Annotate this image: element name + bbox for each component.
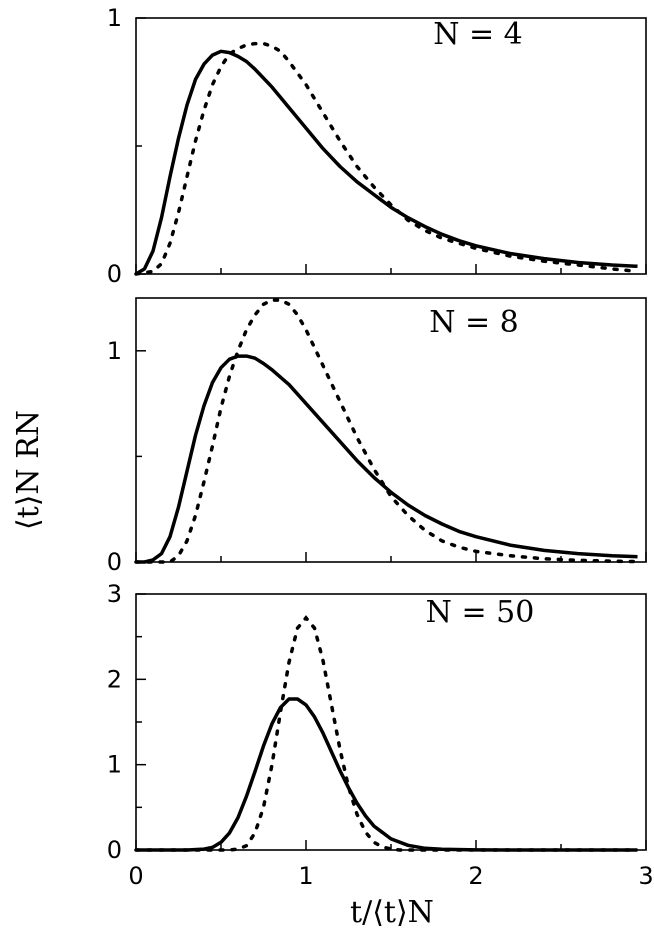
- dotted-series-line: [134, 615, 640, 852]
- panel-n4: N = 4 01: [107, 4, 647, 288]
- curve-group: [134, 298, 640, 564]
- curve-group: [134, 41, 640, 276]
- panel-label: N = 50: [426, 595, 535, 630]
- y-tick-label: 1: [107, 337, 122, 365]
- panel-n8: N = 8 0 1: [107, 297, 647, 576]
- x-tick-label: 1: [298, 862, 313, 890]
- dotted-series-line: [134, 298, 640, 564]
- solid-series-line: [136, 354, 638, 564]
- tick-group: 01: [107, 4, 647, 288]
- y-axis-label: ⟨t⟩N RN: [11, 410, 46, 530]
- curve-group: [134, 615, 640, 852]
- x-axis-label: t/⟨t⟩N: [350, 895, 434, 930]
- y-tick-label: 0: [107, 836, 122, 864]
- y-tick-label: 0: [107, 548, 122, 576]
- y-tick-label: 1: [107, 4, 122, 32]
- panel-frame: [135, 593, 647, 851]
- x-tick-label: 2: [468, 862, 483, 890]
- y-tick-label: 3: [107, 580, 122, 608]
- solid-series-line: [135, 49, 638, 276]
- tick-group: 0 1 2 3 0 1 2 3: [107, 580, 654, 890]
- panel-label: N = 4: [433, 17, 523, 52]
- y-tick-label: 0: [107, 260, 122, 288]
- dotted-series-line: [134, 41, 640, 276]
- solid-series-line: [136, 697, 638, 852]
- panel-n50: N = 50 0 1 2 3 0 1 2 3: [107, 580, 654, 890]
- panel-label: N = 8: [429, 305, 519, 340]
- y-tick-label: 1: [107, 751, 122, 779]
- y-tick-label: 2: [107, 665, 122, 693]
- x-tick-label: 3: [638, 862, 653, 890]
- x-tick-label: 0: [128, 862, 143, 890]
- panel-frame: [135, 297, 647, 563]
